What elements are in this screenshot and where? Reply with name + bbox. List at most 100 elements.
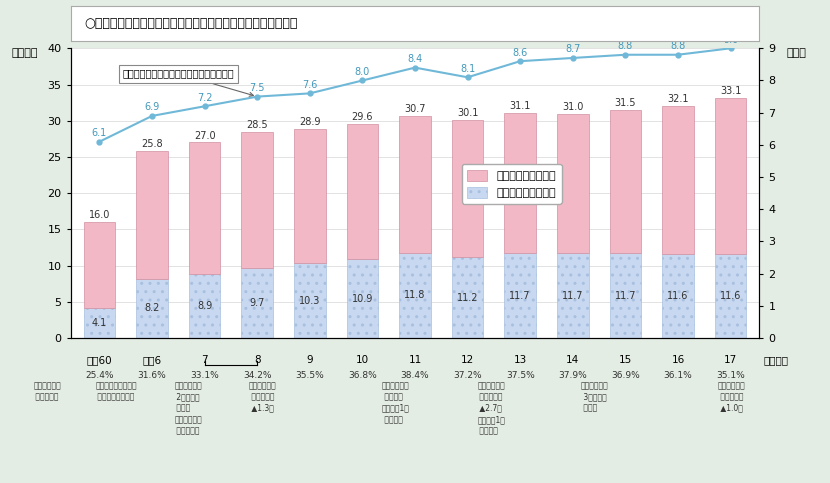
Bar xyxy=(189,142,221,273)
Text: 33.1: 33.1 xyxy=(720,86,741,97)
Text: 15: 15 xyxy=(618,355,632,365)
Text: 36.1%: 36.1% xyxy=(663,371,692,380)
Text: 9.0: 9.0 xyxy=(723,35,738,44)
Bar xyxy=(84,308,115,338)
Text: 35.5%: 35.5% xyxy=(295,371,325,380)
Bar xyxy=(294,263,325,338)
Text: 10.3: 10.3 xyxy=(299,296,320,306)
Text: （兆円）: （兆円） xyxy=(12,48,38,58)
Text: ・老人一部負担金の
 物価スライド実施: ・老人一部負担金の 物価スライド実施 xyxy=(95,382,137,402)
Bar xyxy=(399,115,431,253)
Text: 11.2: 11.2 xyxy=(457,293,478,302)
Text: ・診療報酬・
 薬価の改定
 ▲2.7％
・高齢者1割
 負担徹底: ・診療報酬・ 薬価の改定 ▲2.7％ ・高齢者1割 負担徹底 xyxy=(477,382,505,435)
Text: 8.0: 8.0 xyxy=(354,67,370,77)
Text: 12: 12 xyxy=(461,355,474,365)
Bar xyxy=(242,268,273,338)
Text: 36.9%: 36.9% xyxy=(611,371,640,380)
Text: 10.9: 10.9 xyxy=(352,294,374,304)
Bar xyxy=(557,114,588,253)
Text: 31.5: 31.5 xyxy=(614,98,636,108)
Bar xyxy=(609,253,641,338)
Text: 33.1%: 33.1% xyxy=(190,371,219,380)
Text: 平成6: 平成6 xyxy=(143,355,162,365)
Bar xyxy=(136,151,168,279)
Bar xyxy=(557,253,588,338)
Text: 9.7: 9.7 xyxy=(250,298,265,308)
Text: ○我が国の国民医療費は国民所得を上回る伸びを示している。: ○我が国の国民医療費は国民所得を上回る伸びを示している。 xyxy=(85,17,298,30)
Text: 34.2%: 34.2% xyxy=(243,371,271,380)
Text: 8: 8 xyxy=(254,355,261,365)
Bar xyxy=(189,273,221,338)
Text: 8.6: 8.6 xyxy=(513,47,528,57)
Text: 7.5: 7.5 xyxy=(250,83,265,93)
Bar xyxy=(347,259,378,338)
Text: 28.5: 28.5 xyxy=(247,120,268,130)
Bar xyxy=(294,128,325,263)
Text: 25.8: 25.8 xyxy=(141,140,163,149)
Bar xyxy=(242,131,273,268)
Text: 4.1: 4.1 xyxy=(92,318,107,328)
Legend: 国民医療費（兆円）, 老人医療費（兆円）: 国民医療費（兆円）, 老人医療費（兆円） xyxy=(461,164,562,203)
Text: 11.6: 11.6 xyxy=(720,291,741,301)
Text: 13: 13 xyxy=(514,355,527,365)
Bar xyxy=(505,253,536,338)
Text: ・被用者本人
 2割負担へ
 引上げ
・外来薬剤一
 部負担導入: ・被用者本人 2割負担へ 引上げ ・外来薬剤一 部負担導入 xyxy=(174,382,202,435)
Text: ・診療報酬・
 薬価の改定
 ▲1.0％: ・診療報酬・ 薬価の改定 ▲1.0％ xyxy=(718,382,745,413)
Text: 17: 17 xyxy=(724,355,737,365)
Bar xyxy=(347,124,378,259)
Text: 16.0: 16.0 xyxy=(89,211,110,220)
Bar xyxy=(84,222,115,308)
Text: 37.2%: 37.2% xyxy=(453,371,482,380)
Text: 37.9%: 37.9% xyxy=(559,371,587,380)
Bar xyxy=(505,113,536,253)
Text: 37.5%: 37.5% xyxy=(505,371,535,380)
Bar xyxy=(662,254,694,338)
Text: （％）: （％） xyxy=(787,48,807,58)
Text: 昭和60: 昭和60 xyxy=(86,355,112,365)
Text: 10: 10 xyxy=(356,355,369,365)
Text: 16: 16 xyxy=(671,355,685,365)
Text: 8.2: 8.2 xyxy=(144,303,159,313)
Bar xyxy=(452,120,483,257)
Text: 8.7: 8.7 xyxy=(565,44,580,54)
Text: 38.4%: 38.4% xyxy=(401,371,429,380)
Text: 8.1: 8.1 xyxy=(460,64,476,73)
Text: 30.1: 30.1 xyxy=(457,108,478,118)
Bar xyxy=(662,105,694,254)
Text: 7.2: 7.2 xyxy=(197,93,212,102)
Text: 11.7: 11.7 xyxy=(562,291,583,301)
Text: 11.7: 11.7 xyxy=(614,291,636,301)
Text: 国民医療費の国民所得に対する割合（％）: 国民医療費の国民所得に対する割合（％） xyxy=(123,69,253,96)
Text: ・被用者本人
 3割負担へ
 引上げ: ・被用者本人 3割負担へ 引上げ xyxy=(581,382,608,413)
Bar xyxy=(609,110,641,253)
Bar xyxy=(136,279,168,338)
Text: 8.4: 8.4 xyxy=(408,54,422,64)
Text: 11.6: 11.6 xyxy=(667,291,689,301)
Text: 31.6%: 31.6% xyxy=(138,371,167,380)
Text: 11.7: 11.7 xyxy=(510,291,531,301)
Text: 30.7: 30.7 xyxy=(404,104,426,114)
Text: 6.9: 6.9 xyxy=(144,102,159,112)
Text: 36.8%: 36.8% xyxy=(348,371,377,380)
Text: 32.1: 32.1 xyxy=(667,94,689,104)
Text: 11: 11 xyxy=(408,355,422,365)
Text: （年度）: （年度） xyxy=(764,355,788,365)
Text: 25.4%: 25.4% xyxy=(85,371,114,380)
Text: ・診療報酬・
 薬章の改定
 ▲1.3％: ・診療報酬・ 薬章の改定 ▲1.3％ xyxy=(249,382,276,413)
Text: 6.1: 6.1 xyxy=(92,128,107,138)
Bar xyxy=(715,254,746,338)
Bar xyxy=(452,257,483,338)
Text: 7: 7 xyxy=(202,355,208,365)
Text: 9: 9 xyxy=(306,355,313,365)
Text: 31.0: 31.0 xyxy=(562,102,583,112)
Text: 31.1: 31.1 xyxy=(510,101,531,111)
Text: 7.6: 7.6 xyxy=(302,80,318,90)
Text: 28.9: 28.9 xyxy=(299,117,320,127)
Bar xyxy=(715,98,746,254)
Bar xyxy=(399,253,431,338)
Text: 11.8: 11.8 xyxy=(404,290,426,300)
Text: ・介護保険制
 度が施行
・高齢者1割
 負担導入: ・介護保険制 度が施行 ・高齢者1割 負担導入 xyxy=(382,382,410,424)
Text: 8.8: 8.8 xyxy=(618,41,633,51)
Text: 8.9: 8.9 xyxy=(197,301,212,311)
Text: 8.8: 8.8 xyxy=(671,41,686,51)
